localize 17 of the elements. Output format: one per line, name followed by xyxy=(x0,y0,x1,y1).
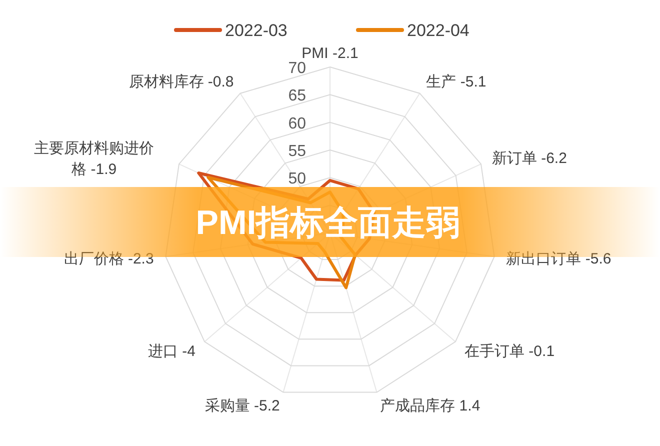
spoke-label: 采购量 -5.2 xyxy=(204,398,280,415)
y-tick-label: 65 xyxy=(288,88,306,105)
spoke-label: 生产 -5.1 xyxy=(426,74,486,91)
spoke-label: 产成品库存 1.4 xyxy=(380,398,480,415)
y-tick-label: 60 xyxy=(288,115,306,132)
text: PMI指标全面走弱 xyxy=(196,204,460,242)
y-tick-label: 70 xyxy=(288,60,306,77)
spoke-label: 原材料库存 -0.8 xyxy=(128,74,234,91)
spoke-label: 主要原材料购进价格 -1.9 xyxy=(34,140,154,178)
spoke-label: 进口 -4 xyxy=(148,342,196,360)
spoke-label: PMI -2.1 xyxy=(302,45,358,62)
legend-label: 2022-04 xyxy=(407,21,470,40)
spoke-label: 新订单 -6.2 xyxy=(492,150,567,168)
y-tick-label: 55 xyxy=(288,143,306,160)
legend-label: 2022-03 xyxy=(225,21,288,40)
y-tick-label: 50 xyxy=(288,170,306,188)
spoke-label: 在手订单 -0.1 xyxy=(464,342,555,360)
